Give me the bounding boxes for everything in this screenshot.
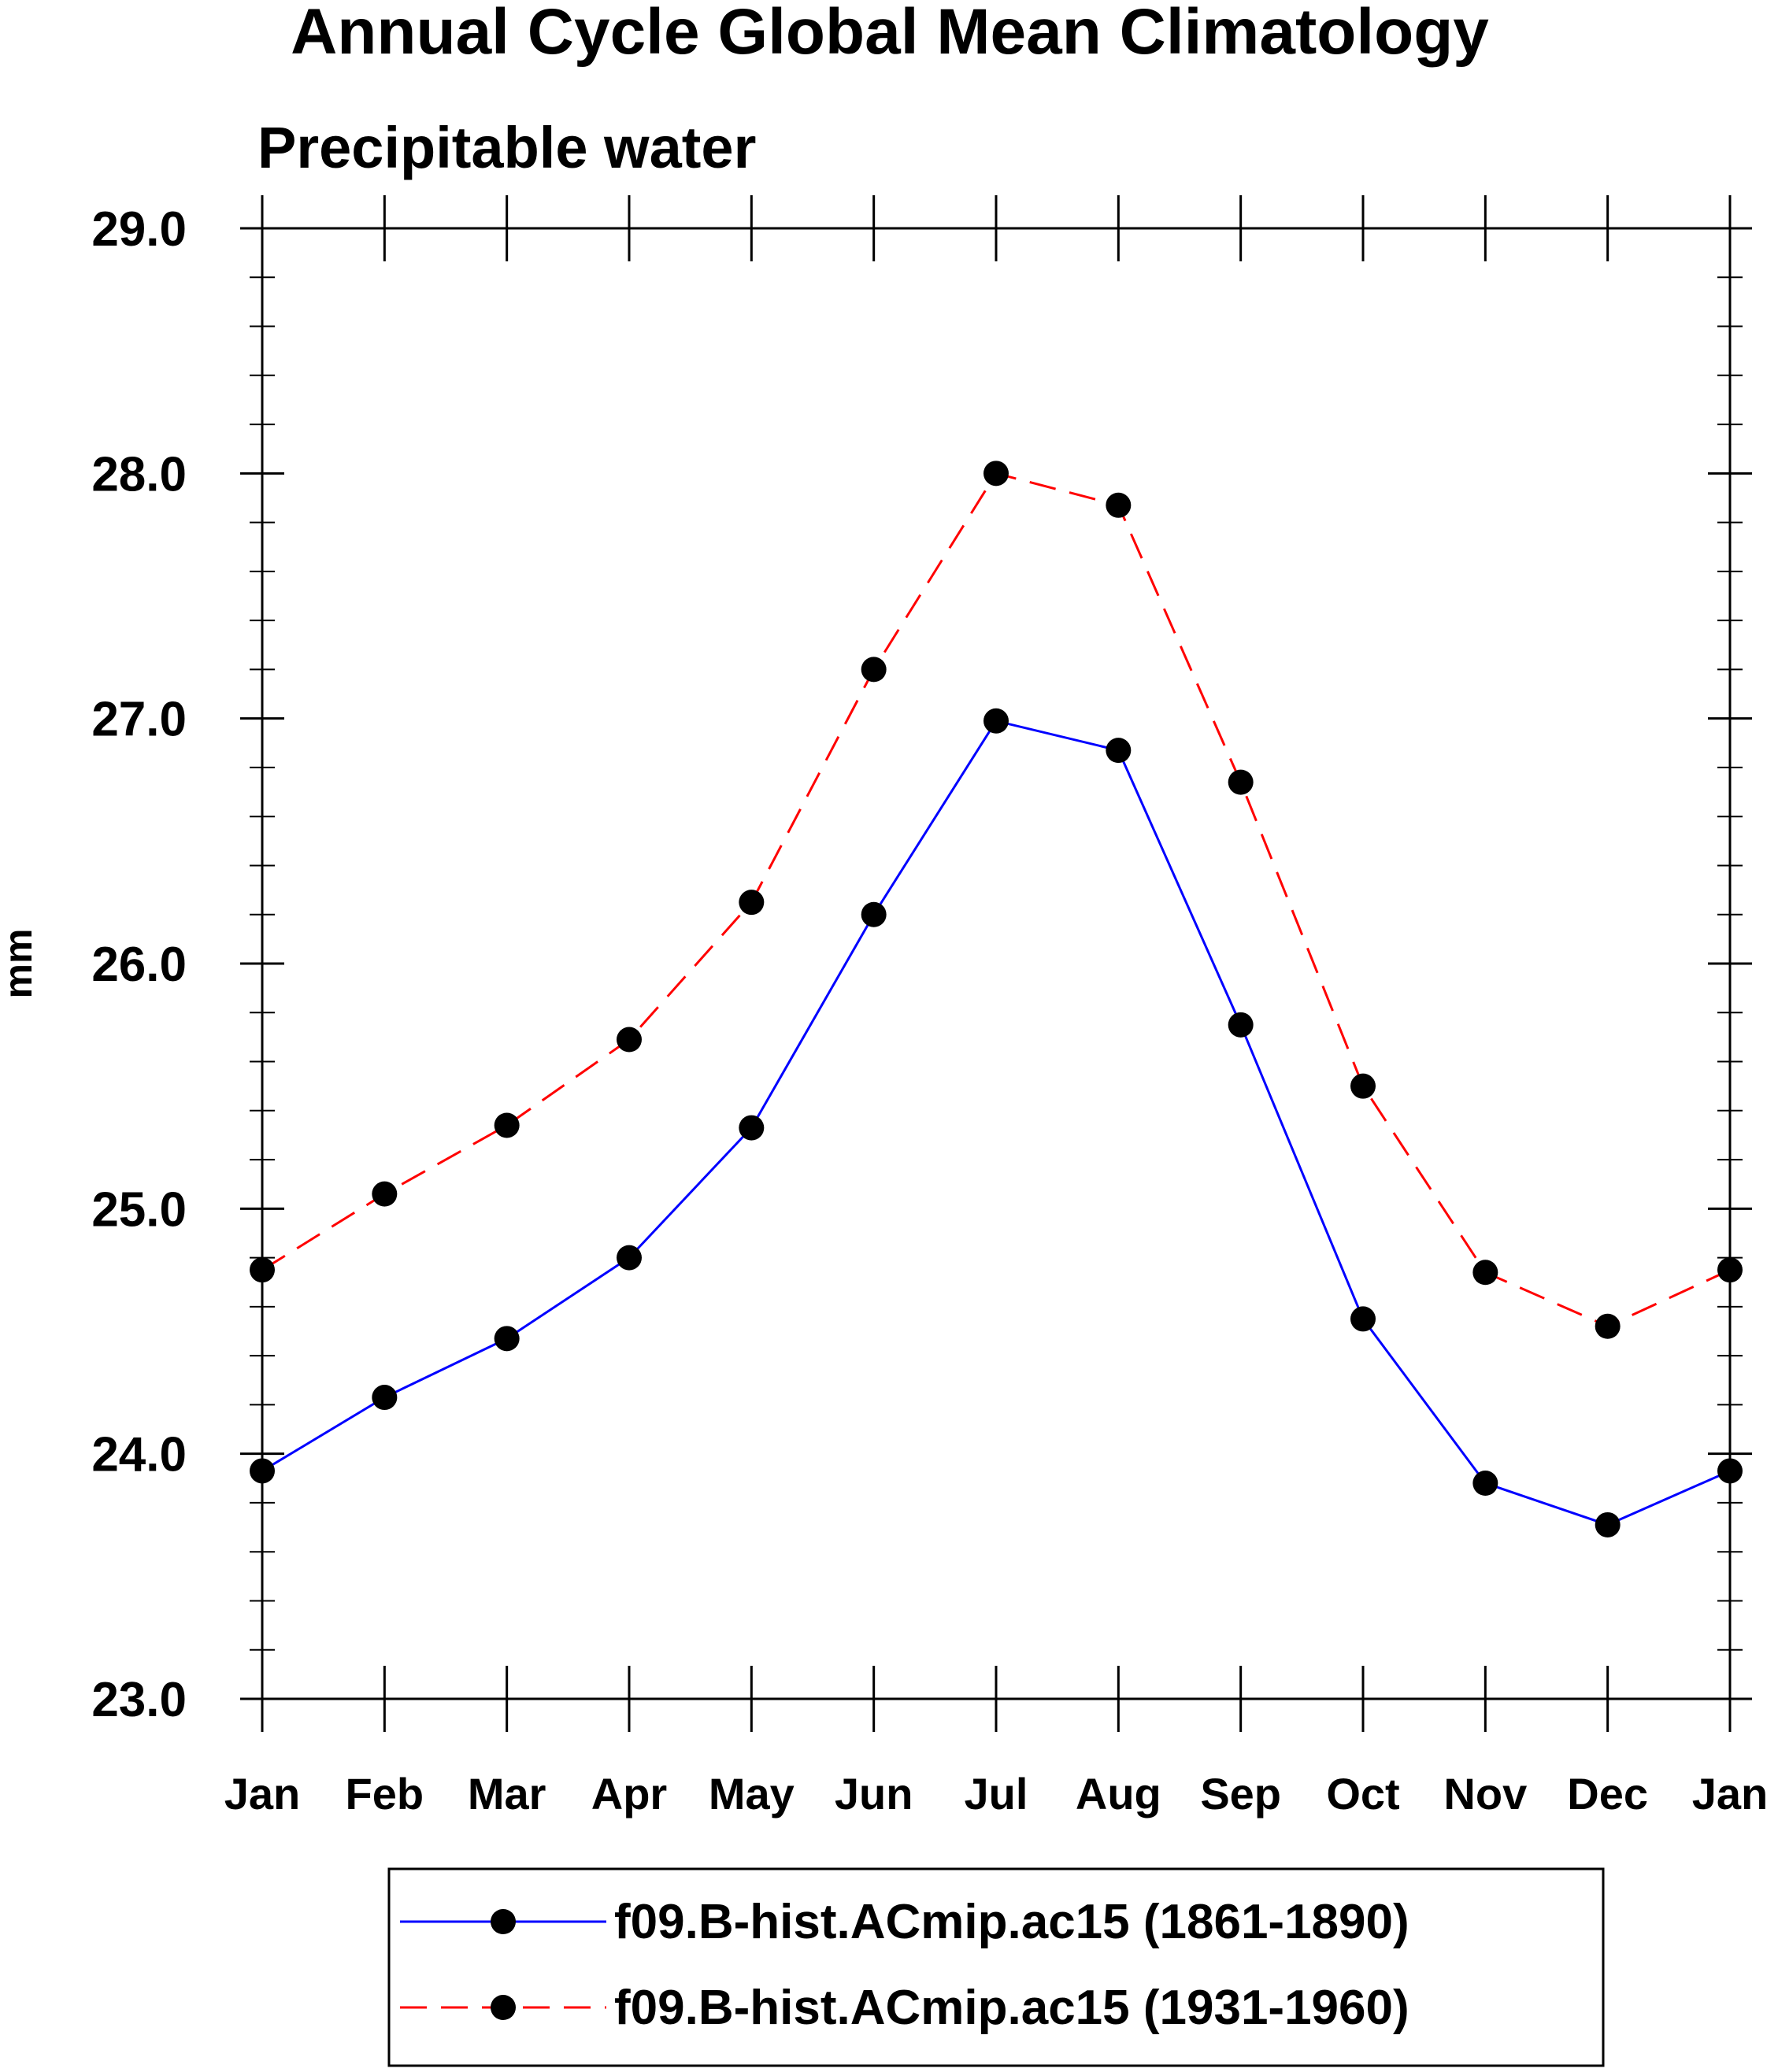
x-tick-label: Nov (1443, 1769, 1527, 1819)
series-1-point (1717, 1458, 1743, 1484)
y-tick-label: 25.0 (91, 1182, 187, 1237)
legend: f09.B-hist.ACmip.ac15 (1861-1890) f09.B-… (387, 1867, 1605, 2067)
y-tick-label: 24.0 (91, 1428, 187, 1482)
x-tick-label: Jan (1692, 1769, 1769, 1819)
legend-label-1: f09.B-hist.ACmip.ac15 (1861-1890) (614, 1895, 1409, 1949)
series-2-point (1472, 1260, 1498, 1286)
x-tick-label: Jul (965, 1769, 1028, 1819)
series-2-point (861, 657, 887, 683)
series-1-line (261, 720, 1731, 1526)
series-2-point (983, 461, 1009, 487)
series-2-line (261, 472, 1731, 1328)
x-tick-label: Mar (468, 1769, 546, 1819)
series-1-point (1106, 738, 1132, 764)
series-1-point (861, 901, 887, 927)
series-2-point (1595, 1313, 1621, 1339)
y-tick-label: 28.0 (91, 447, 187, 501)
series-2 (250, 461, 1743, 1339)
series-1-point (1228, 1012, 1254, 1038)
series-1-point (1350, 1306, 1376, 1332)
series-2-point (372, 1181, 398, 1207)
x-tick-label: Oct (1326, 1769, 1399, 1819)
series-layer (250, 461, 1743, 1537)
axis-ticks (240, 195, 1752, 1732)
x-tick-label: Aug (1076, 1769, 1161, 1819)
series-1-point (617, 1245, 642, 1271)
series-1-point (983, 708, 1009, 734)
x-tick-label: Feb (346, 1769, 424, 1819)
series-2-point (1228, 769, 1254, 795)
y-tick-label: 27.0 (91, 693, 187, 747)
series-1-point (250, 1458, 275, 1484)
series-2-point (250, 1257, 275, 1283)
y-tick-labels: 23.0 24.0 25.0 26.0 27.0 28.0 29.0 (91, 202, 187, 1727)
series-1 (250, 708, 1743, 1537)
chart-title: Annual Cycle Global Mean Climatology (291, 0, 1489, 68)
x-tick-label: Dec (1567, 1769, 1648, 1819)
y-tick-label: 23.0 (91, 1673, 187, 1727)
plot-frame (261, 227, 1732, 1700)
series-2-point (1350, 1073, 1376, 1099)
series-2-point (1717, 1257, 1743, 1283)
series-1-point (739, 1115, 765, 1141)
x-tick-label: Apr (591, 1769, 667, 1819)
legend-label-2: f09.B-hist.ACmip.ac15 (1931-1960) (614, 1981, 1409, 2035)
series-2-point (494, 1112, 520, 1138)
series-2-point (1106, 492, 1132, 518)
x-tick-label: Sep (1200, 1769, 1281, 1819)
x-tick-label: May (709, 1769, 795, 1819)
y-tick-label: 29.0 (91, 202, 187, 257)
series-1-point (372, 1385, 398, 1411)
series-1-point (1595, 1511, 1621, 1537)
series-2-point (739, 890, 765, 916)
chart-subtitle: Precipitable water (257, 115, 756, 180)
series-1-point (1472, 1471, 1498, 1497)
legend-swatch-2-marker (491, 1995, 516, 2020)
y-tick-label: 26.0 (91, 938, 187, 992)
series-2-point (617, 1027, 642, 1053)
x-tick-labels: Jan Feb Mar Apr May Jun Jul Aug Sep Oct Nov Dec Jan (224, 1769, 1769, 1819)
y-axis-label: mm (0, 929, 40, 999)
x-tick-label: Jun (835, 1769, 913, 1819)
x-tick-label: Jan (224, 1769, 301, 1819)
series-1-point (494, 1326, 520, 1352)
legend-box (387, 1867, 1605, 2067)
legend-swatch-1-marker (491, 1909, 516, 1934)
